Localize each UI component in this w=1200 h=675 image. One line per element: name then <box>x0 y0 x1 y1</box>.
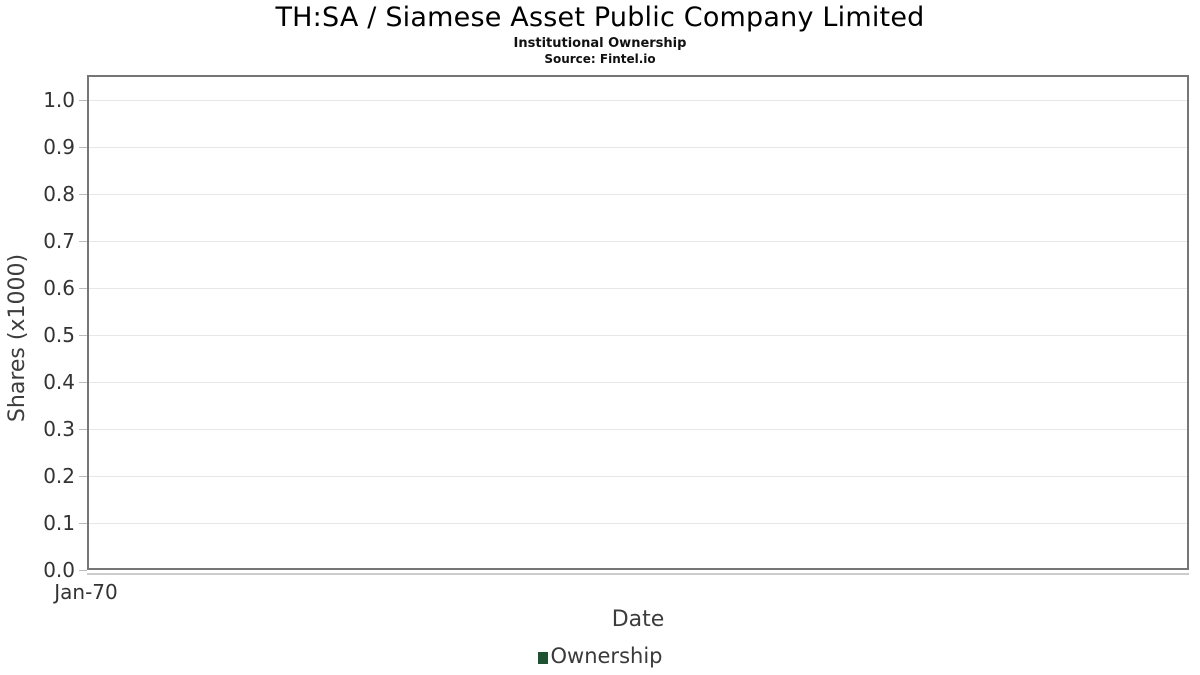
y-grid-line <box>89 240 1187 242</box>
chart-title: TH:SA / Siamese Asset Public Company Lim… <box>275 2 925 33</box>
y-tick-label: 0.8 <box>43 182 75 206</box>
y-tick-label: 0.2 <box>43 464 75 488</box>
y-tick-label: 0.3 <box>43 417 75 441</box>
chart-subtitle: Institutional Ownership <box>513 36 687 51</box>
y-tick-label: 0.0 <box>43 558 75 582</box>
y-tick-label: 1.0 <box>43 88 75 112</box>
y-grid-line <box>89 193 1187 195</box>
y-tick-mark <box>79 287 87 289</box>
y-tick-mark <box>79 334 87 336</box>
plot-area <box>87 75 1189 570</box>
chart-source: Source: Fintel.io <box>544 52 656 66</box>
y-tick-mark <box>79 193 87 195</box>
y-tick-label: 0.9 <box>43 135 75 159</box>
x-axis-line <box>87 573 1189 575</box>
y-tick-mark <box>79 428 87 430</box>
y-tick-label: 0.5 <box>43 323 75 347</box>
y-grid-line <box>89 475 1187 477</box>
y-grid-line <box>89 334 1187 336</box>
x-axis-title: Date <box>611 607 665 632</box>
y-grid-line <box>89 287 1187 289</box>
legend-swatch-icon <box>537 651 548 664</box>
y-tick-label: 0.6 <box>43 276 75 300</box>
y-grid-line <box>89 381 1187 383</box>
y-axis: 0.0 0.1 0.2 0.3 0.4 0.5 0.6 0.7 0.8 0.9 1.0 <box>0 75 87 582</box>
legend: Ownership <box>0 644 1200 668</box>
y-tick-mark <box>79 240 87 242</box>
y-tick-mark <box>79 146 87 148</box>
y-tick-label: 0.4 <box>43 370 75 394</box>
x-tick-label: Jan-70 <box>54 580 118 604</box>
y-grid-line <box>89 146 1187 148</box>
y-grid-line <box>89 99 1187 101</box>
y-tick-mark <box>79 99 87 101</box>
legend-item-ownership[interactable]: Ownership <box>537 644 663 668</box>
y-tick-label: 0.1 <box>43 511 75 535</box>
y-grid-line <box>89 428 1187 430</box>
y-tick-mark <box>79 569 87 571</box>
y-tick-mark <box>79 522 87 524</box>
y-grid-line <box>89 522 1187 524</box>
legend-label: Ownership <box>550 644 663 668</box>
y-tick-label: 0.7 <box>43 229 75 253</box>
y-axis-title: Shares (x1000) <box>5 253 30 423</box>
y-tick-mark <box>79 381 87 383</box>
y-tick-mark <box>79 475 87 477</box>
